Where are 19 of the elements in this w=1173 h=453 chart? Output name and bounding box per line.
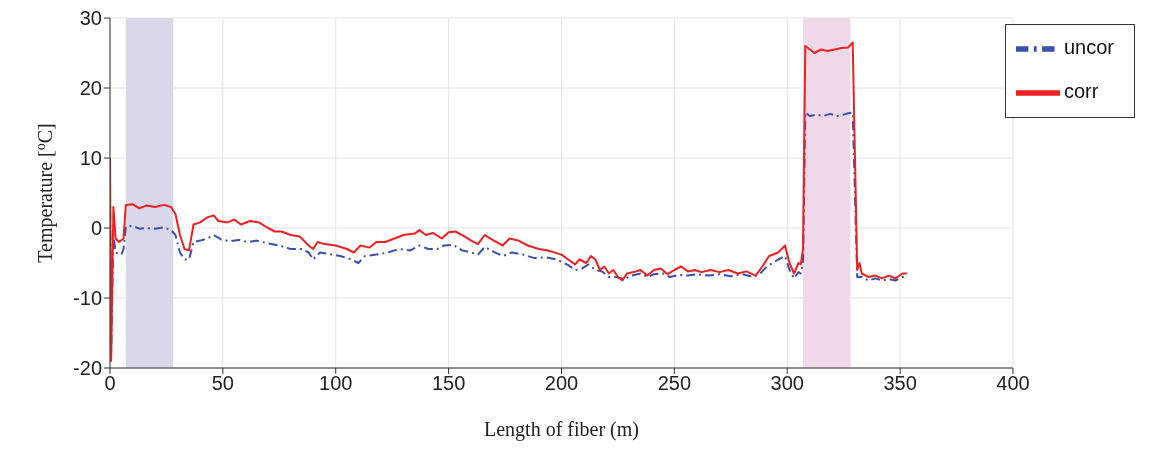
x-tick-label: 350 bbox=[883, 372, 917, 395]
x-tick-label: 300 bbox=[770, 372, 804, 395]
line-series bbox=[110, 41, 908, 362]
y-tick-label: 10 bbox=[79, 147, 102, 170]
x-tick-label: 50 bbox=[211, 372, 234, 395]
x-tick-label: 100 bbox=[319, 372, 353, 395]
x-tick-label: 250 bbox=[657, 372, 692, 395]
y-tick-label: 20 bbox=[79, 77, 102, 100]
x-tick-label: 0 bbox=[104, 372, 116, 395]
y-tick-label: -20 bbox=[73, 357, 102, 380]
legend-label: corr bbox=[1063, 80, 1099, 103]
x-axis-title: Length of fiber (m) bbox=[484, 418, 639, 441]
x-tick-label: 200 bbox=[544, 372, 579, 395]
x-tick-label: 150 bbox=[431, 372, 466, 395]
y-tick-label: 30 bbox=[79, 7, 102, 30]
legend-label: uncor bbox=[1063, 36, 1114, 59]
y-tick-label: -10 bbox=[73, 287, 102, 310]
y-tick-label: 0 bbox=[90, 217, 102, 240]
x-tick-label: 400 bbox=[996, 372, 1030, 395]
